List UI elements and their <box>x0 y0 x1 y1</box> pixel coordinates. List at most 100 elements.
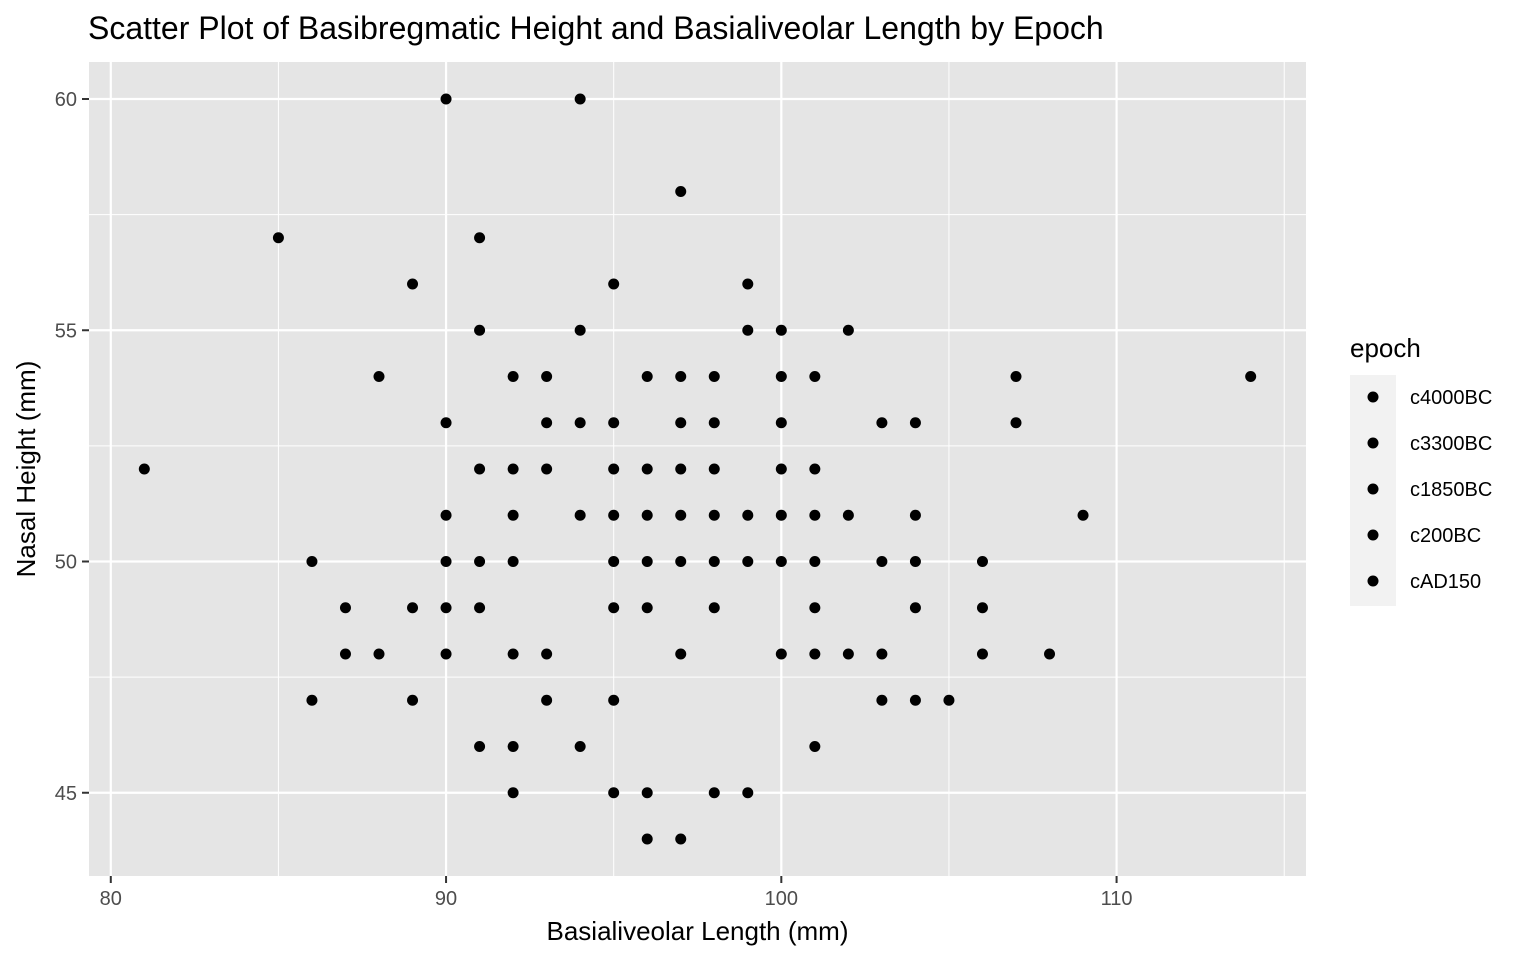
y-tick-label: 60 <box>55 89 77 111</box>
legend: epoch c4000BC c3300BC c1850BC c200BC cAD150 <box>1350 333 1492 606</box>
data-point <box>1245 371 1257 382</box>
legend-key-point <box>1367 391 1379 403</box>
legend-title: epoch <box>1350 333 1421 363</box>
data-point <box>943 694 955 706</box>
data-point <box>440 93 452 105</box>
data-point <box>842 509 854 521</box>
legend-key-point <box>1367 529 1379 541</box>
data-point <box>474 463 486 475</box>
data-point <box>876 694 888 706</box>
legend-entry-label: c200BC <box>1410 525 1481 547</box>
data-point <box>809 509 821 521</box>
data-point <box>708 509 720 521</box>
data-point <box>809 602 821 614</box>
x-tick-label: 100 <box>765 888 798 910</box>
legend-entry-label: c4000BC <box>1410 387 1492 409</box>
data-point <box>876 648 888 660</box>
y-axis-label: Nasal Height (mm) <box>11 361 41 578</box>
data-point <box>440 509 452 521</box>
data-point <box>407 278 419 290</box>
data-point <box>541 694 553 706</box>
data-point <box>407 694 419 706</box>
data-point <box>440 602 452 614</box>
data-point <box>742 278 754 290</box>
data-point <box>541 371 553 382</box>
data-point <box>574 509 586 521</box>
data-point <box>1010 417 1022 429</box>
data-point <box>541 648 553 660</box>
x-tick-label: 110 <box>1101 888 1133 910</box>
data-point <box>675 509 687 521</box>
data-point <box>608 463 620 475</box>
data-point <box>809 648 821 660</box>
data-point <box>775 648 787 660</box>
data-point <box>608 278 620 290</box>
data-point <box>909 417 921 429</box>
data-point <box>608 509 620 521</box>
data-point <box>708 371 720 382</box>
data-point <box>675 833 687 845</box>
data-point <box>440 556 452 567</box>
data-point <box>507 556 519 567</box>
data-point <box>608 694 620 706</box>
y-tick-label: 45 <box>55 783 77 805</box>
data-point <box>708 602 720 614</box>
data-point <box>474 324 486 336</box>
data-point <box>809 741 821 752</box>
data-point <box>708 463 720 475</box>
legend-entry-label: c3300BC <box>1410 433 1492 455</box>
data-point <box>675 648 687 660</box>
legend-entry-label: cAD150 <box>1410 571 1481 593</box>
data-point <box>474 232 486 244</box>
y-tick-label: 50 <box>55 552 77 574</box>
data-point <box>909 602 921 614</box>
data-point <box>775 556 787 567</box>
data-point <box>507 371 519 382</box>
data-point <box>339 602 351 614</box>
data-point <box>641 463 653 475</box>
data-point <box>339 648 351 660</box>
x-axis-label: Basialiveolar Length (mm) <box>546 916 848 946</box>
data-point <box>1010 371 1022 382</box>
data-point <box>641 787 653 799</box>
data-point <box>1044 648 1056 660</box>
data-point <box>474 741 486 752</box>
data-point <box>809 463 821 475</box>
data-point <box>809 556 821 567</box>
data-point <box>742 556 754 567</box>
data-point <box>708 787 720 799</box>
data-point <box>909 694 921 706</box>
data-point <box>574 324 586 336</box>
data-point <box>909 556 921 567</box>
data-point <box>775 324 787 336</box>
plot-panel <box>89 62 1306 876</box>
data-point <box>775 509 787 521</box>
data-point <box>574 741 586 752</box>
data-point <box>775 371 787 382</box>
data-point <box>138 463 150 475</box>
legend-key-point <box>1367 575 1379 587</box>
data-points <box>138 93 1257 845</box>
data-point <box>675 417 687 429</box>
data-point <box>809 371 821 382</box>
data-point <box>708 417 720 429</box>
data-point <box>608 602 620 614</box>
data-point <box>507 509 519 521</box>
data-point <box>608 787 620 799</box>
data-point <box>976 556 988 567</box>
data-point <box>541 417 553 429</box>
data-point <box>440 417 452 429</box>
data-point <box>775 463 787 475</box>
data-point <box>976 648 988 660</box>
data-point <box>876 556 888 567</box>
data-point <box>641 602 653 614</box>
data-point <box>272 232 284 244</box>
data-point <box>675 463 687 475</box>
data-point <box>541 463 553 475</box>
x-tick-label: 90 <box>435 888 457 910</box>
data-point <box>909 509 921 521</box>
x-tick-label: 80 <box>100 888 122 910</box>
data-point <box>608 417 620 429</box>
data-point <box>1077 509 1089 521</box>
